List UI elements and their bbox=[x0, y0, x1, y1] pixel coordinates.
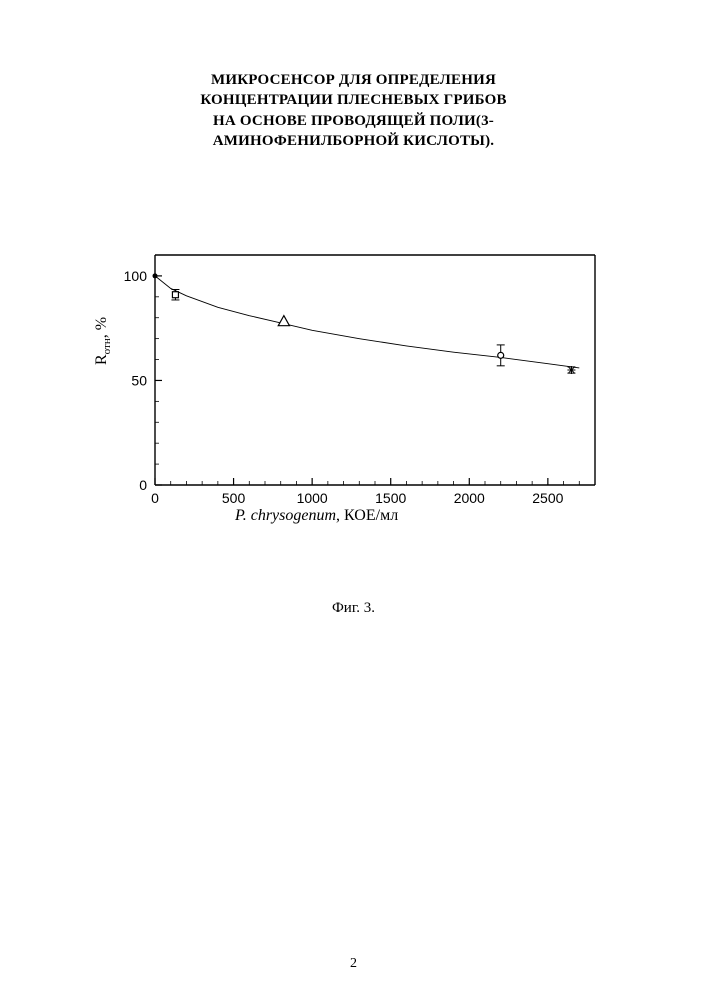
y-tick-label: 0 bbox=[139, 477, 147, 493]
x-tick-label: 1500 bbox=[375, 490, 406, 506]
title-line-1: МИКРОСЕНСОР ДЛЯ ОПРЕДЕЛЕНИЯ bbox=[0, 70, 707, 90]
y-tick-label: 50 bbox=[131, 372, 147, 388]
page-number: 2 bbox=[0, 956, 707, 972]
page-title: МИКРОСЕНСОР ДЛЯ ОПРЕДЕЛЕНИЯ КОНЦЕНТРАЦИИ… bbox=[0, 70, 707, 151]
title-line-3: НА ОСНОВЕ ПРОВОДЯЩЕЙ ПОЛИ(3- bbox=[0, 111, 707, 131]
y-tick-label: 100 bbox=[124, 268, 148, 284]
x-axis-label: P. chrysogenum, КОЕ/мл bbox=[235, 507, 398, 525]
figure-caption: Фиг. 3. bbox=[0, 600, 707, 617]
x-tick-label: 1000 bbox=[297, 490, 328, 506]
x-tick-label: 2500 bbox=[532, 490, 563, 506]
x-tick-label: 0 bbox=[151, 490, 159, 506]
x-tick-label: 500 bbox=[222, 490, 246, 506]
chart: 0 500 1000 1500 2000 2500 0 50 100 Rотн, % P. ch… bbox=[95, 245, 615, 535]
page: МИКРОСЕНСОР ДЛЯ ОПРЕДЕЛЕНИЯ КОНЦЕНТРАЦИИ… bbox=[0, 0, 707, 1000]
y-axis-label: Rотн, % bbox=[93, 317, 113, 365]
title-line-2: КОНЦЕНТРАЦИИ ПЛЕСНЕВЫХ ГРИБОВ bbox=[0, 90, 707, 110]
title-line-4: АМИНОФЕНИЛБОРНОЙ КИСЛОТЫ). bbox=[0, 131, 707, 151]
x-tick-label: 2000 bbox=[454, 490, 485, 506]
